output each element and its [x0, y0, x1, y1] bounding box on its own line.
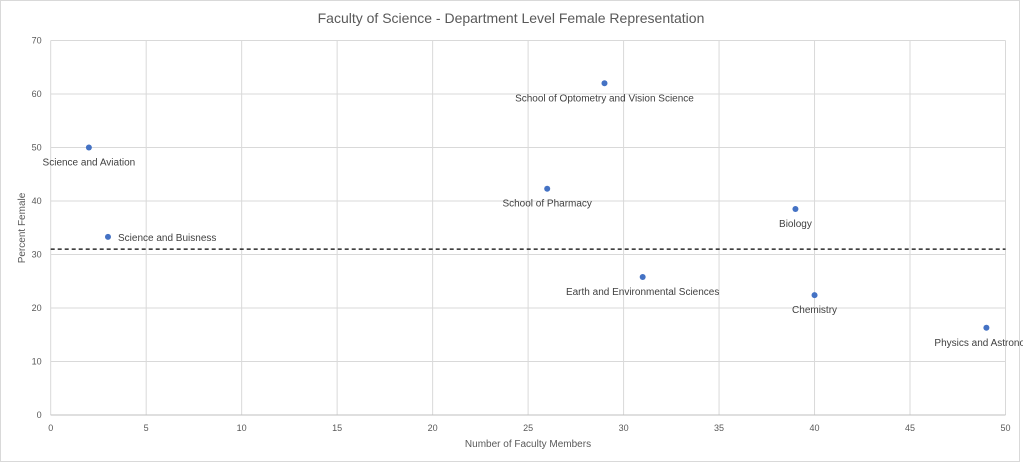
x-tick-label: 35 — [714, 423, 724, 433]
y-tick-label: 50 — [32, 143, 42, 153]
y-tick-label: 20 — [32, 303, 42, 313]
x-tick-label: 45 — [905, 423, 915, 433]
x-tick-label: 50 — [1000, 423, 1010, 433]
data-label: Biology — [779, 219, 812, 230]
data-label: Science and Buisness — [118, 233, 216, 244]
y-tick-label: 60 — [32, 89, 42, 99]
x-tick-label: 40 — [810, 423, 820, 433]
x-tick-label: 5 — [144, 423, 149, 433]
x-axis-label: Number of Faculty Members — [465, 439, 591, 450]
y-tick-label: 10 — [32, 357, 42, 367]
data-point — [104, 233, 111, 240]
data-point — [639, 273, 646, 280]
data-label: Science and Aviation — [43, 158, 136, 169]
x-tick-label: 20 — [428, 423, 438, 433]
data-point — [811, 292, 818, 299]
data-point — [544, 185, 551, 192]
x-tick-label: 30 — [619, 423, 629, 433]
y-tick-label: 30 — [32, 250, 42, 260]
x-tick-label: 10 — [237, 423, 247, 433]
y-tick-label: 40 — [32, 196, 42, 206]
x-tick-label: 25 — [523, 423, 533, 433]
data-point — [792, 206, 799, 213]
y-axis-label: Percent Female — [17, 192, 28, 263]
data-label: School of Pharmacy — [502, 199, 592, 210]
x-tick-label: 15 — [332, 423, 342, 433]
x-tick-label: 0 — [48, 423, 53, 433]
data-point — [601, 80, 608, 87]
data-label: School of Optometry and Vision Science — [515, 93, 694, 104]
data-label: Chemistry — [792, 305, 837, 316]
y-tick-label: 0 — [37, 410, 42, 420]
data-label: Earth and Environmental Sciences — [566, 287, 719, 298]
data-point — [85, 144, 92, 151]
chart-title: Faculty of Science - Department Level Fe… — [318, 10, 705, 26]
data-point — [983, 324, 990, 331]
y-tick-label: 70 — [32, 36, 42, 46]
data-label: Physics and Astronomy — [934, 338, 1023, 349]
